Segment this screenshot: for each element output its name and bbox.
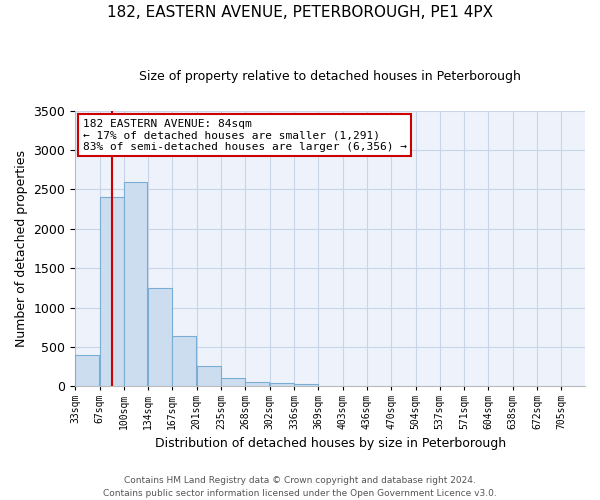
Bar	[172, 336, 196, 386]
Y-axis label: Number of detached properties: Number of detached properties	[15, 150, 28, 347]
Bar	[124, 182, 148, 386]
Bar	[75, 355, 99, 386]
Bar	[269, 384, 293, 386]
Bar	[221, 378, 245, 386]
Title: Size of property relative to detached houses in Peterborough: Size of property relative to detached ho…	[139, 70, 521, 83]
X-axis label: Distribution of detached houses by size in Peterborough: Distribution of detached houses by size …	[155, 437, 506, 450]
Bar	[148, 288, 172, 386]
Text: Contains HM Land Registry data © Crown copyright and database right 2024.
Contai: Contains HM Land Registry data © Crown c…	[103, 476, 497, 498]
Bar	[197, 366, 221, 386]
Bar	[245, 382, 269, 386]
Bar	[100, 198, 124, 386]
Bar	[294, 384, 318, 386]
Text: 182, EASTERN AVENUE, PETERBOROUGH, PE1 4PX: 182, EASTERN AVENUE, PETERBOROUGH, PE1 4…	[107, 5, 493, 20]
Text: 182 EASTERN AVENUE: 84sqm
← 17% of detached houses are smaller (1,291)
83% of se: 182 EASTERN AVENUE: 84sqm ← 17% of detac…	[83, 119, 407, 152]
